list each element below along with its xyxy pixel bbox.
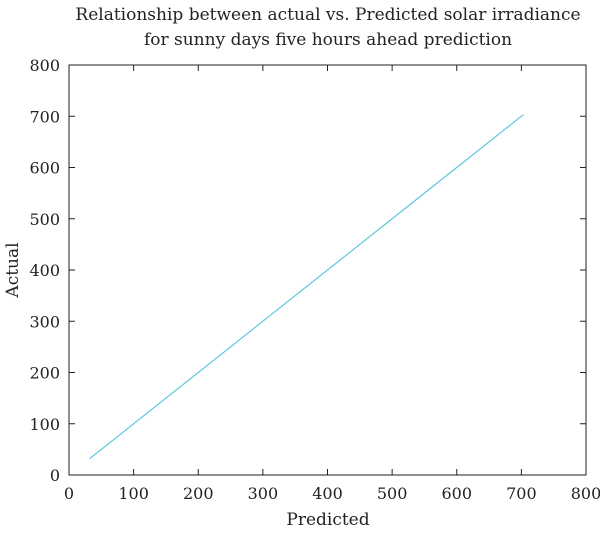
y-tick-label: 500 [29,210,60,229]
y-axis-label: Actual [3,242,23,298]
x-axis-label: Predicted [286,510,369,530]
x-tick-label: 200 [183,484,214,503]
y-tick-label: 300 [29,312,60,331]
series-line [89,114,524,460]
y-tick-label: 400 [29,261,60,280]
x-tick-label: 0 [64,484,74,503]
y-tick-label: 800 [29,56,60,75]
series-layer [89,114,524,460]
x-tick-label: 600 [441,484,472,503]
y-axis: 0 100 200 300 400 500 600 700 800 [29,56,586,485]
x-tick-label: 400 [312,484,343,503]
x-tick-label: 100 [118,484,149,503]
y-tick-label: 200 [29,364,60,383]
x-tick-label: 500 [377,484,408,503]
x-axis: 0 100 200 300 400 500 600 700 800 [64,65,600,503]
y-tick-label: 700 [29,107,60,126]
chart-title-line-1: Relationship between actual vs. Predicte… [75,5,580,25]
y-tick-label: 100 [29,415,60,434]
y-tick-label: 600 [29,159,60,178]
x-tick-label: 300 [248,484,279,503]
x-tick-label: 800 [571,484,600,503]
x-tick-label: 700 [506,484,537,503]
chart-title-line-2: for sunny days five hours ahead predicti… [144,30,512,50]
y-tick-label: 0 [50,466,60,485]
